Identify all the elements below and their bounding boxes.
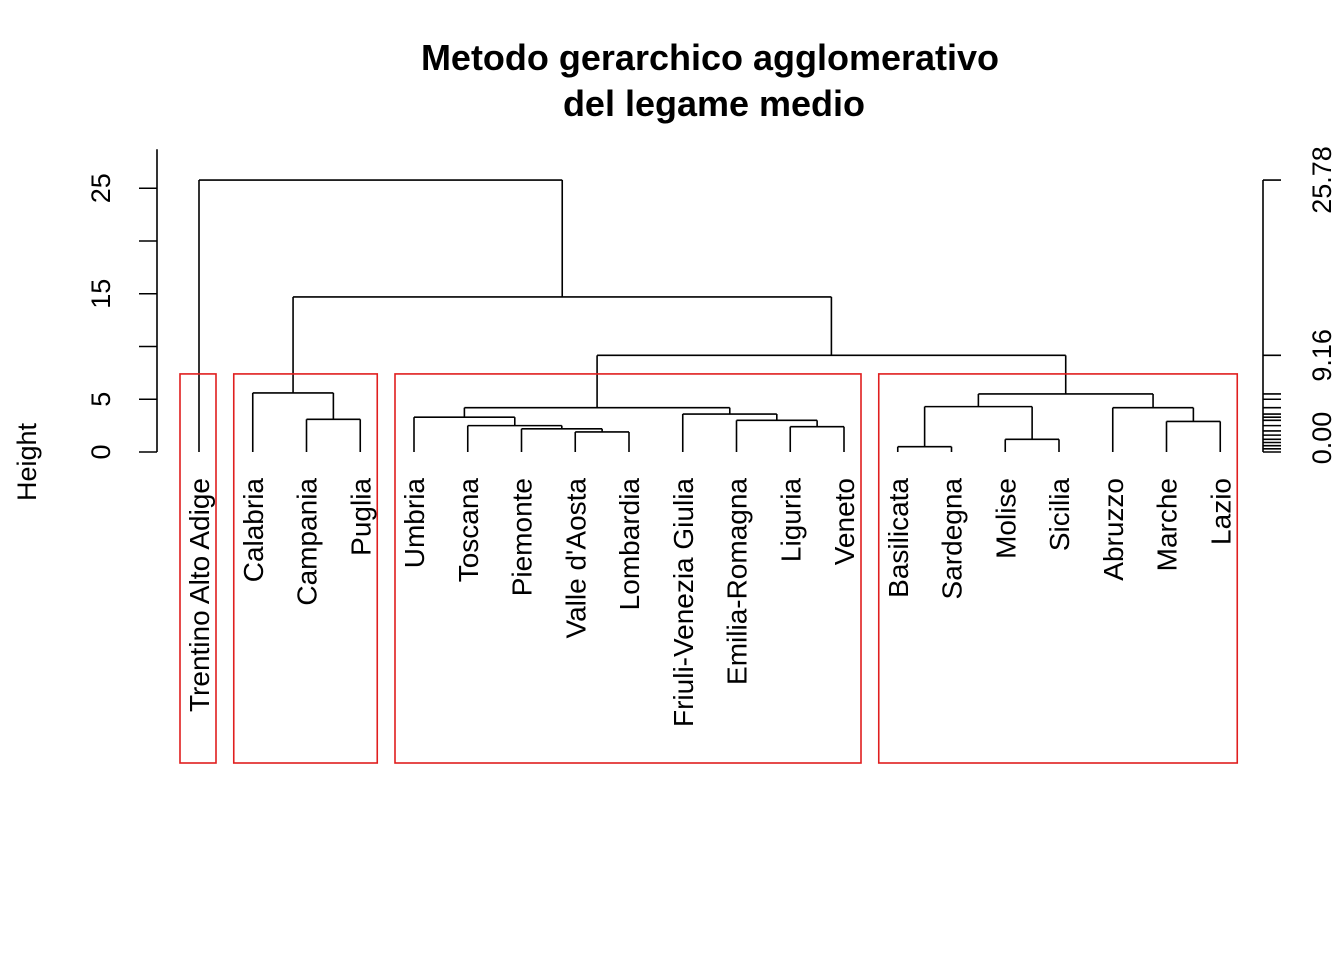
leaf-label: Toscana	[453, 478, 484, 583]
leaf-label: Lazio	[1205, 478, 1236, 545]
leaf-label: Calabria	[238, 478, 269, 583]
leaf-label: Puglia	[345, 478, 376, 556]
leaf-label: Sardegna	[937, 478, 968, 600]
chart-title: Metodo gerarchico agglomerativo	[421, 37, 999, 78]
leaf-label: Basilicata	[883, 478, 914, 598]
leaf-label: Lombardia	[614, 478, 645, 611]
cluster-boxes	[179, 373, 1239, 764]
cluster-box	[877, 373, 1239, 764]
leaf-label: Emilia-Romagna	[722, 478, 753, 685]
leaf-label: Trentino Alto Adige	[184, 478, 215, 712]
left-axis-tick-label: 15	[86, 279, 116, 309]
left-axis-tick-label: 25	[86, 173, 116, 203]
leaf-label: Abruzzo	[1098, 478, 1129, 581]
leaf-label: Friuli-Venezia Giulia	[668, 478, 699, 727]
leaf-label: Liguria	[775, 478, 806, 562]
right-axis-tick-label: 0.00	[1307, 412, 1337, 465]
y-axis-label: Height	[12, 422, 42, 501]
dendrogram-branches	[198, 179, 1222, 452]
cluster-box	[179, 373, 217, 764]
left-axis: 0 5 15 25	[86, 149, 158, 460]
left-axis-tick-label: 5	[86, 392, 116, 407]
leaf-label: Valle d'Aosta	[560, 478, 591, 639]
leaf-label: Umbria	[399, 478, 430, 569]
leaf-label: Piemonte	[507, 478, 538, 596]
cluster-box	[232, 373, 379, 764]
right-axis-tick-label: 9.16	[1307, 329, 1337, 382]
leaf-label: Molise	[990, 478, 1021, 559]
cluster-box	[394, 373, 862, 764]
leaf-label: Campania	[292, 478, 323, 606]
right-axis-tick-label: 25.78	[1307, 146, 1337, 214]
leaf-label: Sicilia	[1044, 478, 1075, 552]
leaf-labels: Trentino Alto Adige Calabria Campania Pugli…	[184, 478, 1236, 727]
leaf-label: Veneto	[829, 478, 860, 565]
right-axis: 0.00 9.16 25.78	[1262, 146, 1337, 465]
chart-subtitle: del legame medio	[563, 83, 865, 124]
leaf-label: Marche	[1152, 478, 1183, 571]
left-axis-tick-label: 0	[86, 444, 116, 459]
